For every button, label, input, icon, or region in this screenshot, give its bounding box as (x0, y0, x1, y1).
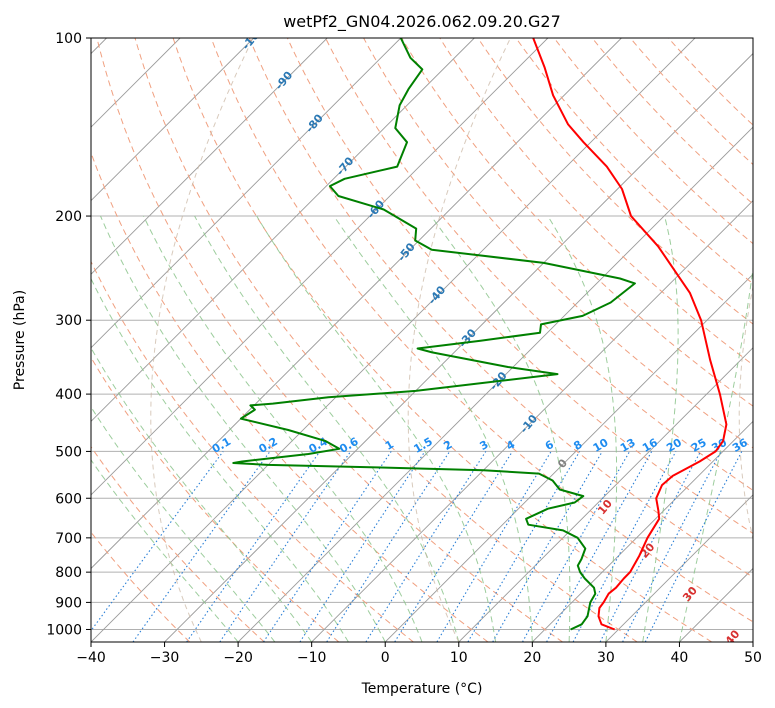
moist-adiabat-30 (547, 215, 618, 642)
mixing-ratio-line-7 (365, 451, 487, 642)
isotherm-0 (384, 273, 753, 642)
y-tick-label-400: 400 (55, 387, 82, 403)
dry-adiabat-40 (172, 38, 713, 642)
dry-adiabat-160 (629, 38, 753, 166)
lcl-curve-0 (150, 38, 254, 642)
mixing-ratio-line-1 (132, 451, 271, 642)
moist-adiabat-10 (194, 215, 460, 642)
y-axis-label: Pressure (hPa) (12, 290, 28, 390)
dry-adiabat-80 (325, 38, 753, 491)
mixing-ratio-line-8 (394, 451, 513, 642)
dry-adiabat-120 (477, 38, 753, 325)
x-axis-label: Temperature (°C) (361, 681, 483, 697)
y-tick-label-1000: 1000 (46, 622, 82, 638)
mixing-ratio-line-10 (467, 451, 581, 642)
isotherm--70 (91, 38, 475, 422)
mixing-ratio-line-6 (326, 451, 451, 642)
sounding-series (232, 38, 728, 631)
mixing-ratio-line-12 (522, 451, 631, 642)
lcl-curve-1 (407, 38, 511, 642)
mixing-ratio-line-9 (436, 451, 552, 642)
moist-adiabat--15 (91, 406, 276, 642)
isotherm--50 (91, 38, 622, 570)
x-tick-label-10: 10 (450, 650, 468, 666)
moist-adiabat-35 (642, 215, 679, 642)
isotherm-50 (752, 641, 753, 642)
dry-adiabat-0 (91, 260, 414, 642)
isotherm--90 (91, 38, 328, 275)
moist-adiabat--10 (91, 346, 313, 642)
x-axis-ticks: −40 −30 −20 −10 0 10 20 30 40 50 (76, 642, 762, 666)
mixing-ratio-line-0 (91, 451, 224, 632)
x-tick-label-20: 20 (523, 650, 541, 666)
x-tick-label-0: 0 (381, 650, 390, 666)
mixing-ratio-line-3 (219, 451, 352, 642)
dry-adiabat-30 (134, 38, 638, 642)
moist-adiabat-40 (678, 264, 753, 642)
moist-adiabat-5 (143, 215, 423, 642)
plot-area (91, 38, 753, 642)
x-tick-label-50: 50 (744, 650, 762, 666)
dry-adiabat-60 (248, 38, 753, 578)
temperature-line (532, 38, 728, 631)
moist-adiabat-lines (91, 215, 753, 642)
dry-adiabat-70 (286, 38, 753, 535)
x-tick-label--20: −20 (223, 650, 253, 666)
moist-adiabat--20 (91, 458, 239, 642)
y-tick-label-200: 200 (55, 209, 82, 225)
dry-adiabat-90 (363, 38, 753, 449)
y-tick-label-900: 900 (55, 595, 82, 611)
x-tick-label--30: −30 (150, 650, 180, 666)
dry-adiabat-130 (515, 38, 753, 285)
isotherm-30 (605, 494, 753, 642)
y-axis-ticks: 100 200 300 400 500 600 700 800 900 1000 (46, 31, 91, 638)
y-tick-label-100: 100 (55, 31, 82, 47)
moist-adiabat-25 (430, 215, 571, 642)
isotherm-20 (532, 420, 753, 642)
isotherm--20 (237, 126, 753, 642)
mixing-ratio-line-11 (492, 451, 603, 642)
x-tick-label--10: −10 (297, 650, 327, 666)
y-tick-label-300: 300 (55, 313, 82, 329)
dry-adiabat-50 (210, 38, 753, 623)
x-tick-label-40: 40 (671, 650, 689, 666)
isotherm--80 (91, 38, 402, 349)
isotherm--100 (91, 38, 254, 202)
dry-adiabat--20 (91, 445, 265, 642)
chart-title: wetPf2_GN04.2026.062.09.20.G27 (283, 12, 561, 32)
isotherm-lines (91, 38, 753, 642)
y-tick-label-600: 600 (55, 491, 82, 507)
isotherm-10 (458, 347, 753, 642)
y-tick-label-500: 500 (55, 444, 82, 460)
y-tick-label-800: 800 (55, 565, 82, 581)
moist-adiabat-0 (100, 215, 386, 642)
dry-adiabat-150 (591, 38, 753, 205)
mixing-ratio-line-13 (546, 451, 653, 642)
dry-adiabat-20 (96, 38, 563, 642)
dry-adiabat-lines (91, 38, 753, 642)
isotherm--30 (164, 52, 753, 642)
moist-adiabat-20 (333, 215, 533, 642)
lcl-curves (150, 38, 753, 642)
dewpoint-line (232, 38, 636, 631)
x-tick-label-30: 30 (597, 650, 615, 666)
x-tick-label--40: −40 (76, 650, 106, 666)
plot-frame (90, 37, 754, 643)
lcl-curve-2 (738, 284, 753, 541)
mixing-ratio-line-14 (572, 451, 677, 642)
dry-adiabat-100 (401, 38, 753, 407)
y-tick-label-700: 700 (55, 531, 82, 547)
mixing-ratio-lines (91, 451, 743, 642)
isotherm--60 (91, 38, 549, 496)
